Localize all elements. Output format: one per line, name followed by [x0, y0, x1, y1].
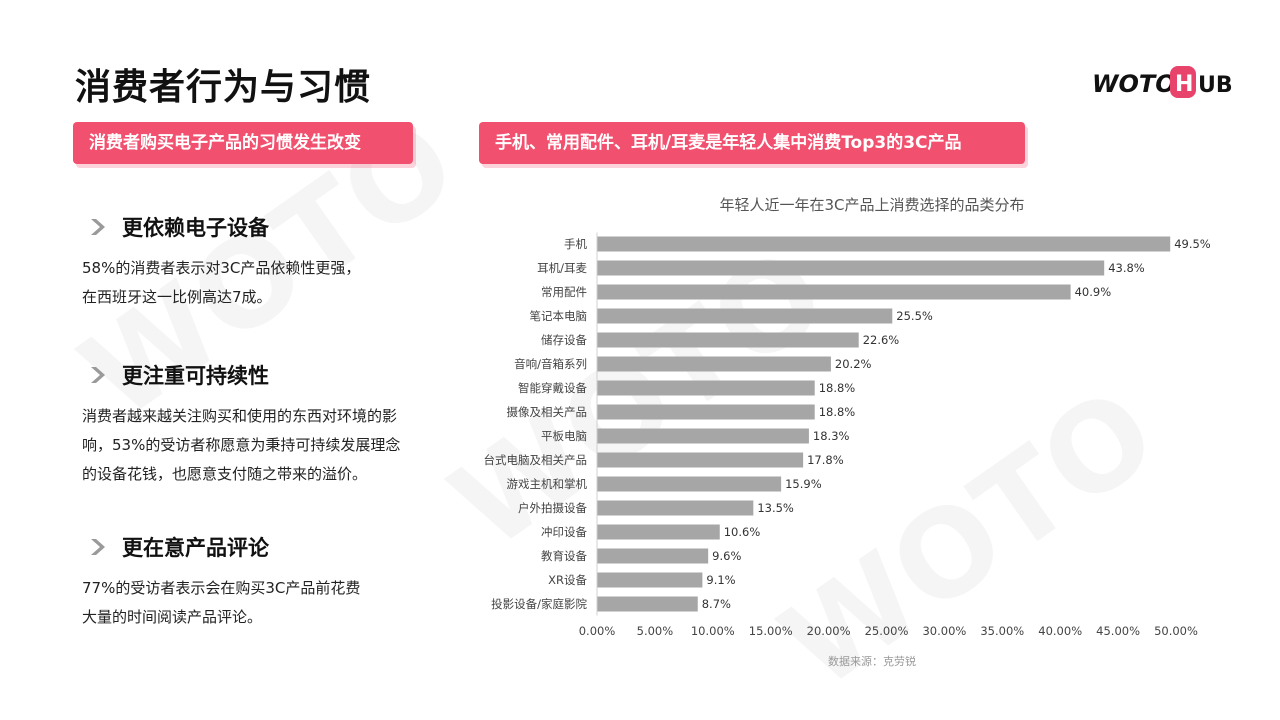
chart-title: 年轻人近一年在3C产品上消费选择的品类分布	[719, 196, 1024, 214]
page-title: 消费者行为与习惯	[75, 67, 372, 108]
value-label: 20.2%	[835, 357, 872, 371]
bar	[597, 572, 703, 588]
x-tick-label: 25.00%	[865, 624, 909, 638]
x-tick-label: 50.00%	[1154, 624, 1198, 638]
category-label: 笔记本电脑	[530, 309, 588, 323]
point-line: 77%的受访者表示会在购买3C产品前花费	[82, 579, 361, 597]
category-label: 摄像及相关产品	[507, 405, 588, 419]
category-label: 平板电脑	[541, 429, 587, 443]
bar	[597, 308, 893, 324]
bar	[597, 452, 804, 468]
point-dependence: 更依赖电子设备 58%的消费者表示对3C产品依赖性更强， 在西班牙这一比例高达7…	[82, 212, 442, 312]
value-label: 49.5%	[1174, 237, 1211, 251]
right-section-header: 手机、常用配件、耳机/耳麦是年轻人集中消费Top3的3C产品	[479, 122, 1025, 164]
x-tick-label: 40.00%	[1038, 624, 1082, 638]
category-label: XR设备	[548, 573, 587, 587]
point-title: 更依赖电子设备	[122, 216, 269, 240]
x-tick-label: 20.00%	[807, 624, 851, 638]
value-label: 18.8%	[819, 405, 856, 419]
point-title: 更在意产品评论	[122, 536, 269, 560]
svg-text:WOTO: WOTO	[1092, 70, 1176, 98]
bar	[597, 260, 1105, 276]
value-label: 9.6%	[712, 549, 741, 563]
x-tick-label: 15.00%	[749, 624, 793, 638]
point-body: 58%的消费者表示对3C产品依赖性更强， 在西班牙这一比例高达7成。	[82, 254, 442, 312]
category-label: 投影设备/家庭影院	[491, 597, 587, 611]
value-label: 43.8%	[1108, 261, 1145, 275]
x-tick-label: 45.00%	[1096, 624, 1140, 638]
category-label: 冲印设备	[541, 525, 587, 539]
bar	[597, 236, 1171, 252]
bar	[597, 356, 831, 372]
category-label: 手机	[564, 237, 587, 251]
value-label: 13.5%	[757, 501, 794, 515]
value-label: 9.1%	[706, 573, 735, 587]
x-tick-label: 35.00%	[980, 624, 1024, 638]
category-label: 储存设备	[541, 333, 587, 347]
category-label: 耳机/耳麦	[537, 261, 587, 275]
x-tick-label: 10.00%	[691, 624, 735, 638]
bar	[597, 500, 754, 516]
category-label: 音响/音箱系列	[514, 357, 587, 371]
x-tick-label: 30.00%	[922, 624, 966, 638]
value-label: 22.6%	[863, 333, 900, 347]
point-line: 58%的消费者表示对3C产品依赖性更强，	[82, 259, 361, 277]
category-label: 游戏主机和掌机	[507, 477, 588, 491]
point-line: 消费者越来越关注购买和使用的东西对环境的影	[82, 407, 398, 425]
point-line: 的设备花钱，也愿意支付随之带来的溢价。	[82, 465, 368, 483]
svg-text:UB: UB	[1198, 73, 1232, 98]
svg-text:H: H	[1175, 72, 1193, 97]
left-section-header: 消费者购买电子产品的习惯发生改变	[73, 122, 413, 164]
bar	[597, 548, 709, 564]
x-tick-label: 5.00%	[637, 624, 674, 638]
value-label: 25.5%	[896, 309, 933, 323]
bar	[597, 476, 782, 492]
bar	[597, 428, 809, 444]
point-reviews: 更在意产品评论 77%的受访者表示会在购买3C产品前花费 大量的时间阅读产品评论…	[82, 532, 442, 632]
chevron-right-icon	[91, 219, 105, 235]
point-body: 消费者越来越关注购买和使用的东西对环境的影 响，53%的受访者称愿意为秉持可持续…	[82, 402, 442, 489]
chart-source: 数据来源：克劳锐	[828, 654, 916, 668]
x-tick-label: 0.00%	[579, 624, 616, 638]
bar	[597, 380, 815, 396]
value-label: 15.9%	[785, 477, 822, 491]
bar	[597, 284, 1071, 300]
point-line: 大量的时间阅读产品评论。	[82, 608, 263, 626]
value-label: 17.8%	[807, 453, 844, 467]
category-label: 常用配件	[541, 285, 587, 299]
wotohub-logo: WOTO H UB	[1092, 66, 1232, 98]
value-label: 18.8%	[819, 381, 856, 395]
bar	[597, 404, 815, 420]
value-label: 8.7%	[702, 597, 731, 611]
category-label: 智能穿戴设备	[518, 381, 587, 395]
bar	[597, 596, 698, 612]
chevron-right-icon	[91, 367, 105, 383]
value-label: 18.3%	[813, 429, 850, 443]
value-label: 40.9%	[1075, 285, 1112, 299]
point-body: 77%的受访者表示会在购买3C产品前花费 大量的时间阅读产品评论。	[82, 574, 442, 632]
category-label: 台式电脑及相关产品	[484, 453, 588, 467]
category-label: 教育设备	[541, 549, 587, 563]
bar	[597, 332, 859, 348]
chevron-right-icon	[91, 539, 105, 555]
point-sustainability: 更注重可持续性 消费者越来越关注购买和使用的东西对环境的影 响，53%的受访者称…	[82, 360, 442, 489]
point-title: 更注重可持续性	[122, 364, 269, 388]
point-line: 响，53%的受访者称愿意为秉持可持续发展理念	[82, 436, 401, 454]
category-label: 户外拍摄设备	[518, 501, 587, 515]
value-label: 10.6%	[724, 525, 761, 539]
bar	[597, 524, 720, 540]
point-line: 在西班牙这一比例高达7成。	[82, 288, 272, 306]
